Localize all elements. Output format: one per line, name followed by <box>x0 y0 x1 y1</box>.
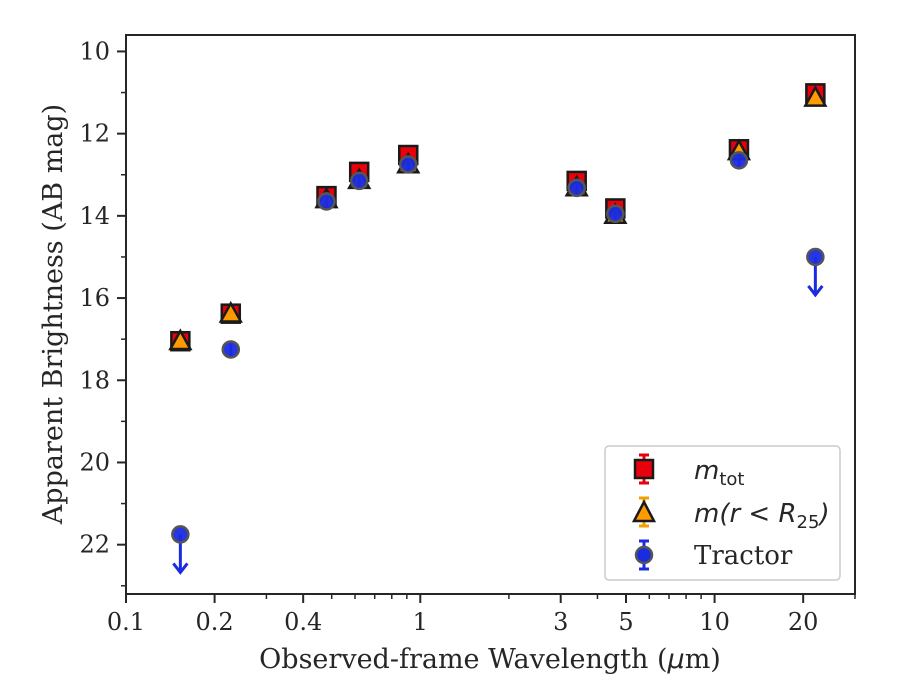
mr25-triangle-point <box>803 85 828 107</box>
tractor-circle-point <box>806 247 825 267</box>
series-mr25 <box>168 85 828 351</box>
x-tick-label: 3 <box>553 608 568 636</box>
tractor-circle-point <box>171 525 190 544</box>
tractor-circle-point <box>567 178 586 198</box>
y-axis-label: Apparent Brightness (AB mag) <box>38 104 69 525</box>
legend-mr25-triangle-marker <box>631 499 657 523</box>
x-tick-label: 0.1 <box>107 608 145 636</box>
legend-mtot-sub: tot <box>719 469 744 490</box>
y-tick-label: 14 <box>79 202 110 230</box>
tractor-circle-point <box>221 340 241 359</box>
legend-tractor-circle-marker <box>634 545 654 565</box>
legend-box <box>604 445 841 581</box>
legend-mtot-square-marker <box>633 458 655 480</box>
y-tick-label: 16 <box>79 284 110 312</box>
legend-mtot-math: m <box>694 456 719 486</box>
legend-entry-mtot: mtot <box>633 453 744 490</box>
plot-frame <box>125 34 856 595</box>
tractor-upper-limit-arrowhead <box>807 285 824 298</box>
x-tick-label: 0.2 <box>196 608 234 636</box>
x-tick-label: 5 <box>618 608 633 636</box>
legend-mr25-close: ) <box>817 499 829 529</box>
x-axis-label-prefix: Observed-frame Wavelength ( <box>259 644 667 675</box>
y-tick-label: 18 <box>79 366 110 394</box>
legend-mr25-label: m(r < R25) <box>694 499 830 533</box>
x-axis-label-mu: μ <box>667 644 685 675</box>
y-tick-label: 20 <box>79 448 110 476</box>
tractor-circle-point <box>606 204 625 224</box>
y-tick-label: 12 <box>79 120 110 148</box>
series-tractor <box>171 151 825 575</box>
series-mtot <box>170 83 826 352</box>
tractor-circle-point <box>349 171 369 191</box>
x-axis-label: Observed-frame Wavelength (μm) <box>259 644 721 675</box>
x-axis-label-rest: m) <box>685 644 721 675</box>
y-tick-label: 10 <box>79 37 110 65</box>
mr25-triangle-point <box>218 300 243 323</box>
tractor-circle-point <box>729 151 749 170</box>
legend-entry-tractor: Tractor <box>634 539 793 571</box>
legend-mr25-sub: 25 <box>797 512 820 533</box>
tractor-upper-limit-arrowhead <box>172 562 189 575</box>
x-tick-label: 20 <box>788 608 819 636</box>
x-tick-label: 10 <box>699 608 730 636</box>
tractor-circle-point <box>398 155 418 174</box>
y-tick-label: 22 <box>79 531 110 559</box>
legend-mtot-label: mtot <box>694 456 744 490</box>
legend-entry-mr25: m(r < R25) <box>631 496 830 533</box>
axis-ticks: 0.1 0.2 0.4 1 3 5 10 20 10 12 14 16 18 20 22 <box>79 37 856 636</box>
tractor-circle-point <box>317 192 336 211</box>
x-tick-label: 1 <box>413 608 428 636</box>
x-tick-label: 0.4 <box>284 608 322 636</box>
legend-tractor-label: Tractor <box>694 541 793 571</box>
legend: mtot m(r < R25) Tractor <box>604 445 841 581</box>
legend-mr25-math: m(r < R <box>694 499 797 529</box>
data-marks <box>168 83 828 575</box>
mr25-triangle-point <box>168 328 193 351</box>
